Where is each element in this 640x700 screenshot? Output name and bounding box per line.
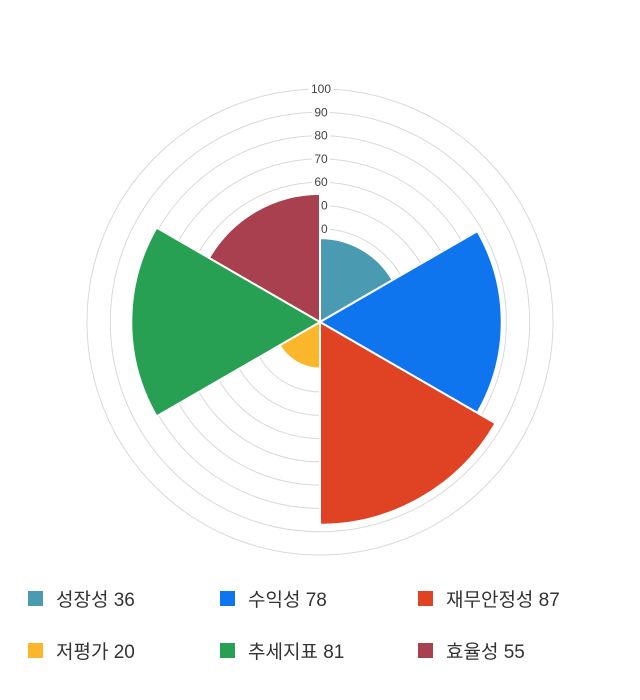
radial-tick-label: 80 bbox=[314, 129, 328, 143]
legend-item-2[interactable]: 재무안정성 87 bbox=[418, 586, 560, 611]
chart-sector-2 bbox=[319, 321, 497, 526]
chart-sector-5 bbox=[208, 192, 321, 323]
tick-label-bg bbox=[312, 175, 330, 189]
tick-label-bg bbox=[312, 105, 330, 119]
legend-swatch-icon bbox=[418, 642, 433, 658]
chart-canvas: 100908070605040 bbox=[86, 82, 554, 556]
tick-label-bg bbox=[312, 152, 330, 166]
legend-swatch-icon bbox=[220, 590, 235, 606]
legend-label: 수익성 78 bbox=[248, 589, 327, 611]
tick-label-bg bbox=[308, 82, 334, 96]
legend-swatch-icon bbox=[28, 590, 43, 606]
legend-item-4[interactable]: 추세지표 81 bbox=[220, 638, 345, 663]
tick-label-bg bbox=[312, 129, 330, 143]
chart-sector-0 bbox=[319, 237, 394, 323]
legend-swatch-icon bbox=[28, 642, 43, 658]
radial-tick-label: 70 bbox=[314, 152, 328, 166]
legend-item-5[interactable]: 효율성 55 bbox=[418, 638, 525, 663]
legend-item-0[interactable]: 성장성 36 bbox=[28, 586, 135, 611]
chart-sector-4 bbox=[130, 226, 321, 418]
legend-label: 재무안정성 87 bbox=[446, 589, 560, 611]
radial-tick-label: 100 bbox=[311, 82, 331, 96]
legend-label: 추세지표 81 bbox=[248, 641, 345, 663]
legend-item-1[interactable]: 수익성 78 bbox=[220, 586, 327, 611]
radial-tick-label: 60 bbox=[314, 175, 328, 189]
chart-sector-1 bbox=[319, 230, 503, 414]
polar-area-chart: 100908070605040 bbox=[86, 82, 554, 556]
legend-item-3[interactable]: 저평가 20 bbox=[28, 638, 135, 663]
legend-label: 성장성 36 bbox=[56, 589, 135, 611]
legend-label: 저평가 20 bbox=[56, 641, 135, 663]
legend-swatch-icon bbox=[220, 642, 235, 658]
radial-tick-label: 90 bbox=[314, 105, 328, 119]
legend-label: 효율성 55 bbox=[446, 641, 525, 663]
legend-swatch-icon bbox=[418, 590, 433, 606]
